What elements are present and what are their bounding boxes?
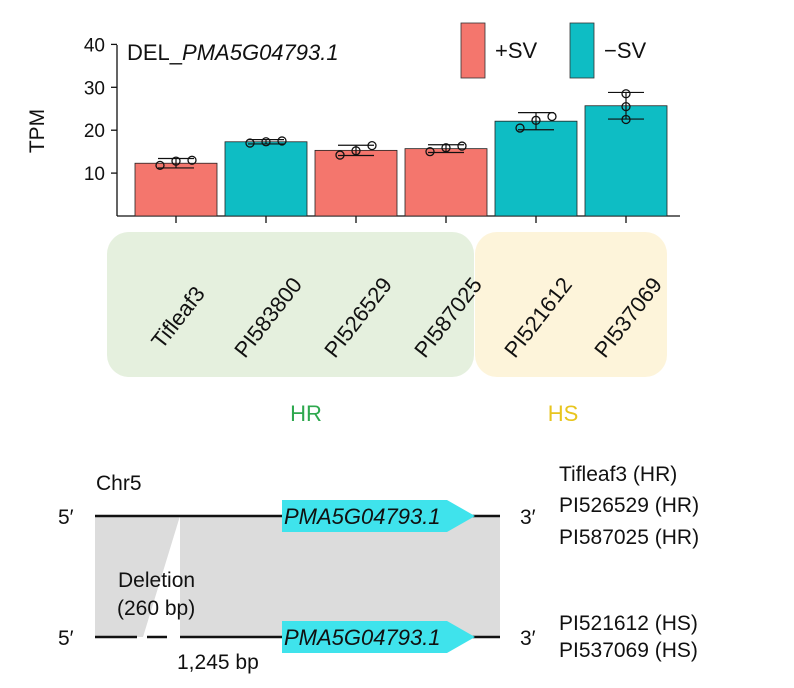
legend-swatch-minus-sv [569, 22, 595, 79]
bar-pi583800 [224, 141, 308, 217]
deletion-label: Deletion [118, 569, 195, 592]
sv-diagram: PMA5G04793.1 PMA5G04793.1 Chr5 5′ 3′ 5′ … [58, 463, 699, 674]
point-pi587025-2 [441, 143, 451, 153]
five-prime-bottom: 5′ [58, 627, 74, 650]
point-pi583800-2 [261, 137, 271, 147]
bar-pi587025 [404, 148, 488, 217]
bar-pi537069 [584, 105, 668, 217]
y-ticks: 10 20 30 40 [84, 35, 117, 185]
point-pi583800-1 [245, 138, 255, 148]
accession-bottom-2: PI537069 (HS) [559, 639, 698, 662]
y-tick-label-40: 40 [84, 35, 105, 56]
accession-top-3: PI587025 (HR) [559, 526, 699, 549]
gene-arrow-top [282, 500, 475, 532]
point-pi526529-1 [335, 150, 345, 160]
three-prime-bottom: 3′ [520, 627, 536, 650]
three-prime-top: 3′ [520, 506, 536, 529]
y-tick-label-20: 20 [84, 121, 105, 142]
gene-label-bottom: PMA5G04793.1 [284, 625, 441, 650]
accession-top-2: PI526529 (HR) [559, 494, 699, 517]
y-axis-title: TPM [26, 109, 49, 153]
shared-region-right [180, 516, 500, 637]
bar-pi526529 [314, 149, 398, 217]
point-tifleaf3-2 [171, 156, 181, 166]
chromosome-label: Chr5 [96, 472, 142, 495]
point-tifleaf3-3 [187, 155, 197, 165]
group-label-hr: HR [290, 401, 322, 426]
legend-label-plus-sv: +SV [495, 38, 538, 63]
point-pi587025-1 [425, 146, 435, 157]
bar-pi521612 [494, 120, 578, 217]
y-tick-label-30: 30 [84, 78, 105, 99]
bar-tifleaf3 [134, 162, 218, 217]
point-pi526529-2 [351, 146, 361, 156]
point-pi537069-3 [621, 89, 631, 99]
point-pi537069-1 [621, 114, 631, 125]
point-pi537069-2 [621, 101, 631, 112]
gene-arrow-bottom [282, 621, 475, 653]
x-ticks [175, 216, 627, 223]
point-pi587025-3 [457, 141, 467, 151]
accession-bottom-1: PI521612 (HS) [559, 612, 698, 635]
gene-label-top: PMA5G04793.1 [284, 504, 441, 529]
point-tifleaf3-1 [155, 160, 165, 171]
point-pi521612-2 [531, 115, 541, 125]
y-tick-label-10: 10 [84, 164, 105, 185]
legend-swatch-plus-sv [460, 22, 486, 79]
point-pi526529-3 [367, 140, 377, 151]
legend: +SV −SV [460, 22, 647, 79]
hs-group-background [475, 232, 667, 377]
distance-label: 1,245 bp [177, 651, 259, 674]
bars [134, 105, 668, 217]
plot-title: DEL_PMA5G04793.1 [127, 40, 339, 65]
legend-label-minus-sv: −SV [604, 38, 647, 63]
group-label-hs: HS [548, 401, 579, 426]
accession-top-1: Tifleaf3 (HR) [559, 463, 677, 486]
hr-group-background [107, 232, 474, 377]
five-prime-top: 5′ [58, 506, 74, 529]
shared-region-left [95, 516, 180, 637]
point-pi521612-1 [515, 123, 525, 133]
point-pi521612-3 [547, 111, 557, 122]
point-pi583800-3 [277, 136, 287, 146]
deletion-size: (260 bp) [117, 597, 195, 620]
data-points [155, 89, 631, 171]
